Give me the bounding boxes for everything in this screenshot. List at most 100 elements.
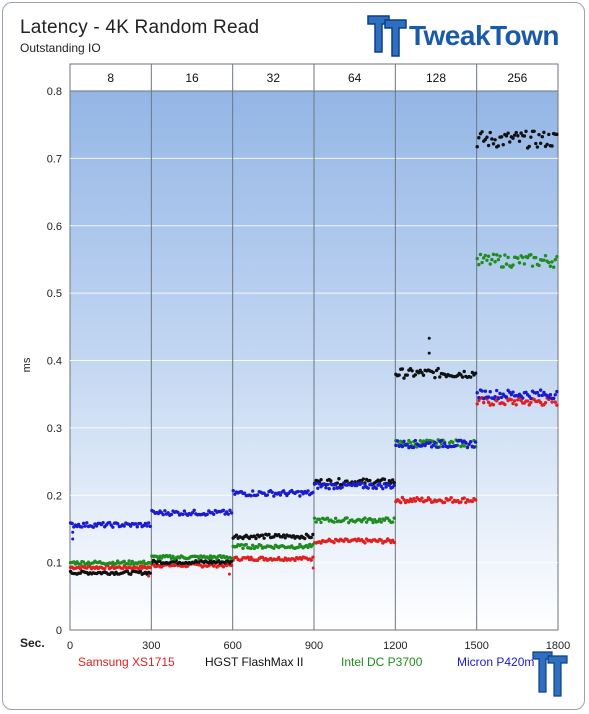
data-point — [495, 253, 499, 257]
data-point — [530, 264, 535, 268]
data-point — [324, 486, 328, 490]
data-point — [377, 481, 382, 486]
data-point — [483, 253, 488, 258]
data-point — [345, 516, 349, 520]
data-point — [166, 511, 170, 515]
data-point — [548, 264, 553, 268]
data-point — [550, 400, 554, 404]
data-point — [379, 538, 383, 542]
data-point — [495, 388, 499, 393]
data-point — [296, 545, 300, 550]
data-point — [517, 139, 522, 143]
data-point — [512, 399, 517, 403]
outlier-point — [227, 572, 231, 576]
tweaktown-badge-icon — [532, 651, 568, 697]
data-point — [486, 143, 491, 148]
data-point — [399, 439, 403, 443]
x-axis-ticks: 0 300 600 900 1200 1500 1800 — [67, 640, 570, 652]
data-point — [418, 368, 422, 372]
data-point — [416, 371, 421, 375]
data-point — [438, 375, 442, 379]
data-point — [418, 439, 422, 443]
data-point — [459, 500, 463, 504]
data-point — [80, 525, 84, 529]
data-point — [371, 520, 375, 525]
data-point — [428, 497, 432, 502]
data-point — [333, 483, 338, 487]
data-point — [524, 129, 528, 134]
data-point — [511, 401, 515, 406]
data-point — [111, 525, 115, 529]
data-point — [138, 569, 143, 574]
data-point — [499, 135, 504, 139]
data-point — [363, 516, 367, 520]
data-point — [394, 443, 398, 448]
data-point — [402, 498, 406, 502]
data-point — [551, 265, 556, 269]
data-point — [242, 491, 247, 495]
data-point — [538, 388, 543, 392]
data-point — [325, 516, 330, 520]
data-point — [260, 533, 265, 537]
data-point — [433, 375, 437, 380]
data-point — [553, 393, 557, 397]
data-point — [537, 263, 541, 268]
data-point — [545, 142, 549, 147]
series-marks — [68, 129, 559, 578]
data-point — [249, 555, 253, 560]
x-tick-label: 600 — [223, 640, 241, 652]
data-point — [491, 252, 496, 257]
data-point — [283, 536, 287, 540]
series-micron-p420m — [68, 388, 559, 529]
data-point — [486, 400, 491, 405]
data-point — [130, 559, 135, 564]
data-point — [317, 517, 322, 522]
data-point — [535, 390, 540, 395]
data-point — [537, 132, 541, 137]
data-point — [156, 511, 161, 516]
data-point — [381, 486, 385, 491]
data-point — [548, 393, 553, 397]
x-tick-label: 1800 — [546, 640, 570, 652]
y-tick-label: 0.7 — [47, 153, 62, 165]
data-point — [480, 389, 484, 393]
data-point — [116, 522, 120, 526]
data-point — [436, 366, 440, 371]
data-point — [431, 443, 435, 447]
data-point — [182, 509, 187, 513]
y-tick-label: 0 — [56, 625, 62, 637]
category-label: 128 — [426, 71, 446, 85]
data-point — [231, 488, 235, 493]
data-point — [259, 543, 263, 548]
data-point — [420, 371, 424, 375]
data-point — [519, 398, 523, 403]
data-point — [410, 369, 414, 373]
data-point — [522, 262, 527, 266]
data-point — [534, 255, 538, 260]
legend-intel-dc-p3700: Intel DC P3700 — [341, 655, 423, 669]
tweaktown-tt-logo-icon — [367, 15, 407, 57]
data-point — [532, 129, 536, 133]
data-point — [120, 566, 125, 571]
data-point — [390, 520, 395, 524]
data-point — [412, 496, 416, 501]
data-point — [475, 144, 479, 149]
data-point — [83, 524, 87, 528]
data-point — [555, 403, 559, 407]
data-point — [368, 478, 372, 483]
y-tick-label: 0.5 — [47, 288, 62, 300]
data-point — [521, 255, 525, 260]
data-point — [192, 508, 196, 513]
data-point — [81, 521, 86, 526]
data-point — [423, 443, 427, 448]
data-point — [369, 482, 374, 486]
data-point — [319, 520, 323, 525]
series-hgst-flashmax-ii — [68, 129, 559, 577]
data-point — [101, 521, 105, 525]
data-point — [78, 567, 83, 571]
data-point — [169, 512, 174, 517]
data-point — [163, 509, 167, 513]
top-category-labels: 8 16 32 64 128 256 — [107, 71, 527, 85]
data-point — [402, 439, 406, 444]
data-point — [483, 389, 488, 393]
